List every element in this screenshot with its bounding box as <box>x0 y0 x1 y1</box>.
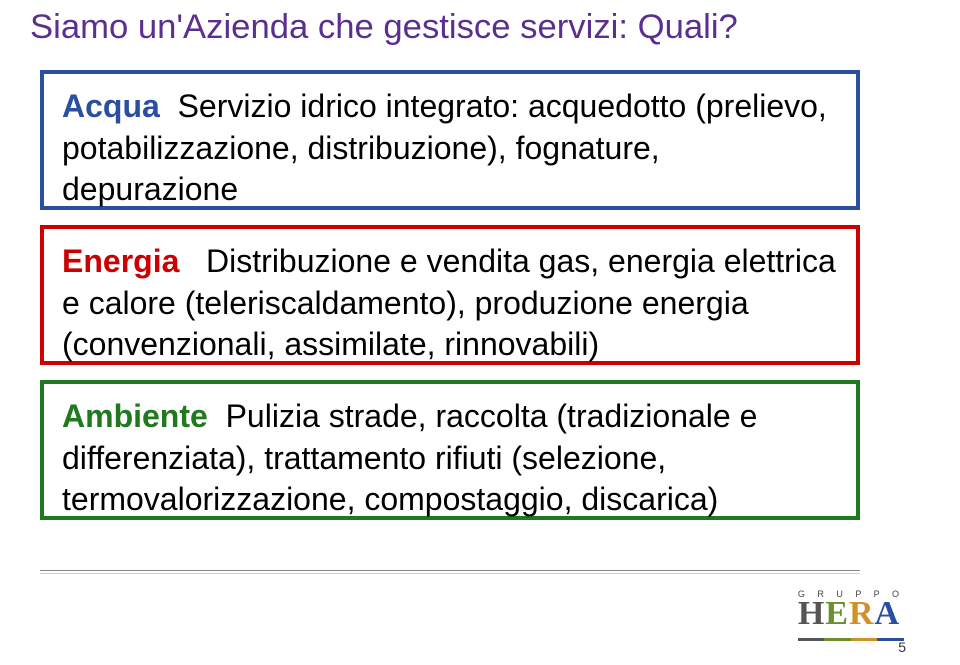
box-energia-body: Distribuzione e vendita gas, energia ele… <box>62 243 845 362</box>
page-number: 5 <box>898 639 906 655</box>
box-acqua-text: Acqua Servizio idrico integrato: acquedo… <box>62 86 838 211</box>
logo-main: HERA <box>798 599 904 630</box>
logo-underline-3 <box>851 638 878 641</box>
divider-line <box>40 570 860 574</box>
slide-title: Siamo un'Azienda che gestisce servizi: Q… <box>30 8 738 47</box>
box-energia-text: Energia Distribuzione e vendita gas, ene… <box>62 241 838 366</box>
box-energia: Energia Distribuzione e vendita gas, ene… <box>40 225 860 365</box>
box-ambiente-text: Ambiente Pulizia strade, raccolta (tradi… <box>62 396 838 521</box>
box-acqua-lead: Acqua <box>62 88 160 124</box>
logo-letter-a: A <box>875 595 901 632</box>
logo-letter-e: E <box>825 595 849 632</box>
logo-underline <box>798 628 904 631</box>
box-ambiente: Ambiente Pulizia strade, raccolta (tradi… <box>40 380 860 520</box>
logo-letter-r: R <box>849 595 875 632</box>
logo-letter-h: H <box>798 595 825 632</box>
logo-underline-2 <box>824 638 851 641</box>
logo-underline-1 <box>798 638 825 641</box>
box-acqua-body: Servizio idrico integrato: acquedotto (p… <box>62 88 836 207</box>
box-energia-lead: Energia <box>62 243 179 279</box>
slide: Siamo un'Azienda che gestisce servizi: Q… <box>0 0 960 665</box>
box-ambiente-lead: Ambiente <box>62 398 208 434</box>
logo-hera: G R U P P O HERA <box>798 589 904 631</box>
box-acqua: Acqua Servizio idrico integrato: acquedo… <box>40 70 860 210</box>
